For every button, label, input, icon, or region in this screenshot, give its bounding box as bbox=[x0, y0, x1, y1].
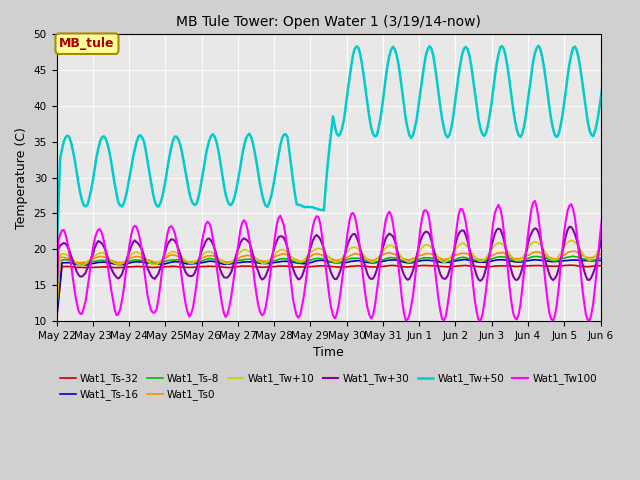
Wat1_Tw+50 bbox=[529, 59, 537, 65]
Wat1_Ts-16 bbox=[609, 256, 617, 262]
Wat1_Ts-16 bbox=[353, 258, 360, 264]
Wat1_Ts0 bbox=[52, 309, 60, 314]
Wat1_Tw+30 bbox=[136, 244, 144, 250]
Text: MB_tule: MB_tule bbox=[60, 37, 115, 50]
Wat1_Ts0 bbox=[562, 252, 570, 257]
Wat1_Tw+50 bbox=[462, 44, 470, 50]
Wat1_Tw100 bbox=[562, 217, 570, 223]
Wat1_Ts-16 bbox=[529, 257, 537, 263]
Wat1_Tw+50 bbox=[52, 255, 60, 261]
Line: Wat1_Ts-32: Wat1_Ts-32 bbox=[56, 265, 637, 321]
Wat1_Ts0 bbox=[529, 250, 537, 255]
Wat1_Ts-16 bbox=[469, 258, 477, 264]
Wat1_Ts-16 bbox=[52, 316, 60, 322]
Wat1_Ts-32 bbox=[136, 264, 144, 269]
Wat1_Tw100 bbox=[462, 219, 470, 225]
Wat1_Ts-32 bbox=[469, 263, 477, 269]
Y-axis label: Temperature (C): Temperature (C) bbox=[15, 127, 28, 228]
Wat1_Tw+10 bbox=[353, 245, 360, 251]
Wat1_Tw100 bbox=[353, 222, 360, 228]
Wat1_Ts-8 bbox=[569, 253, 577, 259]
Wat1_Tw100 bbox=[529, 200, 537, 205]
Wat1_Ts-8 bbox=[562, 254, 570, 260]
Wat1_Ts0 bbox=[353, 251, 360, 257]
Wat1_Tw+10 bbox=[136, 251, 144, 256]
Wat1_Ts-8 bbox=[633, 309, 640, 315]
Line: Wat1_Ts0: Wat1_Ts0 bbox=[56, 251, 637, 312]
Wat1_Ts-8 bbox=[52, 311, 60, 317]
Wat1_Tw+30 bbox=[353, 234, 360, 240]
Line: Wat1_Ts-8: Wat1_Ts-8 bbox=[56, 256, 637, 314]
Wat1_Tw+50 bbox=[562, 88, 570, 94]
Wat1_Tw100 bbox=[52, 290, 60, 296]
Wat1_Tw+30 bbox=[469, 260, 477, 266]
Line: Wat1_Ts-16: Wat1_Ts-16 bbox=[56, 259, 637, 319]
Wat1_Ts-32 bbox=[605, 262, 613, 268]
Wat1_Ts-32 bbox=[633, 318, 640, 324]
Wat1_Ts-16 bbox=[136, 259, 144, 265]
Wat1_Ts-8 bbox=[529, 254, 537, 260]
Line: Wat1_Tw+10: Wat1_Tw+10 bbox=[56, 240, 637, 311]
Wat1_Tw100 bbox=[136, 238, 144, 243]
Wat1_Ts0 bbox=[605, 248, 613, 253]
Wat1_Ts-32 bbox=[562, 263, 570, 268]
Wat1_Tw100 bbox=[602, 197, 610, 203]
Wat1_Tw+10 bbox=[604, 237, 611, 242]
Wat1_Ts0 bbox=[462, 251, 470, 256]
Wat1_Ts-32 bbox=[529, 263, 537, 268]
Wat1_Tw+50 bbox=[136, 132, 144, 138]
Wat1_Tw+50 bbox=[469, 76, 477, 82]
Wat1_Tw+30 bbox=[604, 222, 611, 228]
Wat1_Tw+30 bbox=[52, 295, 60, 300]
Legend: Wat1_Ts-32, Wat1_Ts-16, Wat1_Ts-8, Wat1_Ts0, Wat1_Tw+10, Wat1_Tw+30, Wat1_Tw+50,: Wat1_Ts-32, Wat1_Ts-16, Wat1_Ts-8, Wat1_… bbox=[56, 369, 601, 405]
Wat1_Tw+10 bbox=[52, 308, 60, 314]
Wat1_Tw100 bbox=[469, 282, 477, 288]
Wat1_Tw+10 bbox=[633, 304, 640, 310]
Line: Wat1_Tw+50: Wat1_Tw+50 bbox=[56, 46, 637, 258]
Line: Wat1_Tw100: Wat1_Tw100 bbox=[56, 200, 637, 321]
Wat1_Tw100 bbox=[633, 287, 640, 292]
Wat1_Ts-16 bbox=[462, 257, 470, 263]
Wat1_Ts-16 bbox=[562, 258, 570, 264]
Wat1_Ts-16 bbox=[633, 314, 640, 320]
Line: Wat1_Tw+30: Wat1_Tw+30 bbox=[56, 225, 637, 298]
Wat1_Ts-32 bbox=[462, 263, 470, 268]
Wat1_Tw+50 bbox=[633, 224, 640, 230]
Wat1_Tw+10 bbox=[529, 240, 537, 245]
Wat1_Ts-8 bbox=[462, 255, 470, 261]
Wat1_Tw+30 bbox=[462, 232, 470, 238]
Wat1_Ts0 bbox=[136, 254, 144, 260]
Wat1_Ts-8 bbox=[353, 255, 360, 261]
Wat1_Tw+50 bbox=[353, 44, 360, 49]
Wat1_Ts-32 bbox=[353, 263, 360, 269]
Wat1_Tw+10 bbox=[462, 242, 470, 248]
Wat1_Tw+30 bbox=[633, 292, 640, 298]
Wat1_Tw+50 bbox=[607, 43, 615, 48]
Wat1_Ts-8 bbox=[136, 257, 144, 263]
Title: MB Tule Tower: Open Water 1 (3/19/14-now): MB Tule Tower: Open Water 1 (3/19/14-now… bbox=[176, 15, 481, 29]
Wat1_Tw+30 bbox=[529, 227, 537, 233]
Wat1_Ts-32 bbox=[52, 318, 60, 324]
Wat1_Ts-8 bbox=[469, 256, 477, 262]
X-axis label: Time: Time bbox=[313, 346, 344, 359]
Wat1_Ts0 bbox=[633, 307, 640, 313]
Wat1_Tw+10 bbox=[562, 241, 570, 247]
Wat1_Tw100 bbox=[586, 318, 593, 324]
Wat1_Ts0 bbox=[469, 253, 477, 259]
Wat1_Tw+10 bbox=[469, 252, 477, 257]
Wat1_Tw+30 bbox=[562, 233, 570, 239]
